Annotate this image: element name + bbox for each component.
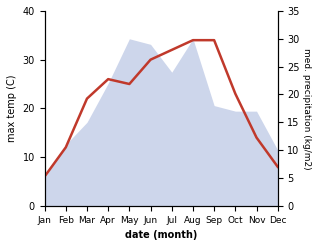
X-axis label: date (month): date (month) [125, 230, 197, 240]
Y-axis label: max temp (C): max temp (C) [7, 75, 17, 142]
Y-axis label: med. precipitation (kg/m2): med. precipitation (kg/m2) [302, 48, 311, 169]
